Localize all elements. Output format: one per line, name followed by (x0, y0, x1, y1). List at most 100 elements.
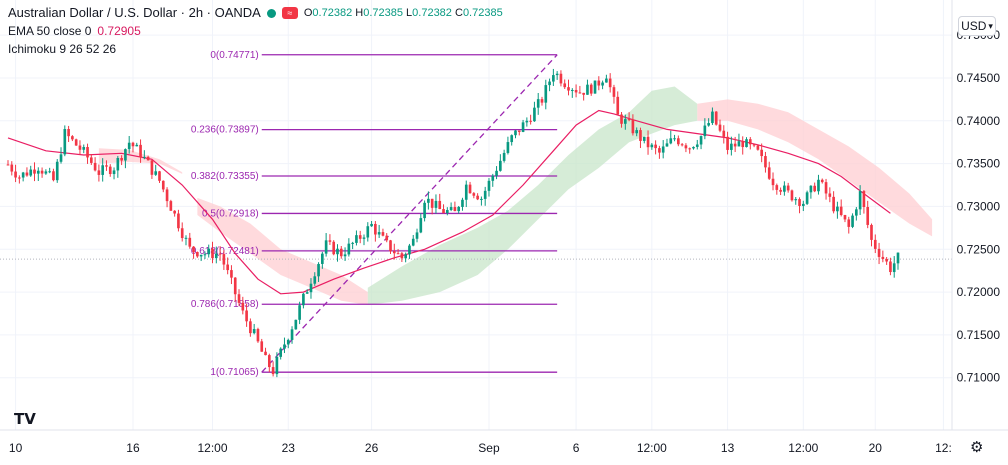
candle-body (855, 209, 858, 216)
fib-level-label: 0.618(0.72481) (191, 246, 259, 257)
ema-legend-row[interactable]: EMA 50 close 0 0.72905 (8, 22, 503, 40)
candle-body (392, 251, 396, 254)
x-tick-label: 12: (935, 441, 952, 455)
candle-body (275, 356, 279, 375)
candle-body (438, 200, 442, 210)
candle-body (843, 215, 847, 220)
candle-body (63, 129, 67, 155)
time-axis[interactable] (0, 430, 1008, 465)
candle-body (108, 166, 112, 175)
candle-body (688, 148, 692, 150)
candle-body (677, 138, 680, 145)
ema-label[interactable]: EMA 50 close 0 (8, 24, 92, 38)
candle-body (332, 241, 336, 255)
candle-body (483, 190, 487, 199)
candle-body (381, 232, 385, 236)
candle-body (252, 329, 256, 334)
candle-body (767, 167, 771, 179)
fib-level-label: 0.236(0.73897) (191, 125, 259, 136)
symbol-row[interactable]: Australian Dollar / U.S. Dollar · 2h · O… (8, 4, 503, 22)
candle-body (813, 185, 817, 192)
candle-body (404, 254, 407, 259)
candle-body (461, 199, 464, 207)
candle-body (321, 253, 324, 264)
x-tick-label: 23 (282, 441, 296, 455)
candle-body (343, 254, 347, 257)
candle-body (396, 253, 400, 255)
ichimoku-label[interactable]: Ichimoku 9 26 52 26 (8, 42, 117, 56)
candle-body (267, 355, 271, 368)
candle-body (764, 156, 767, 168)
candle-body (161, 180, 165, 190)
candle-body (36, 170, 40, 174)
candle-body (150, 160, 154, 175)
candle-body (608, 78, 612, 88)
price-source-badge[interactable]: ≈ (281, 7, 298, 19)
candle-body (192, 246, 195, 253)
candle-body (419, 218, 423, 233)
candle-body (623, 119, 627, 124)
symbol-title[interactable]: Australian Dollar / U.S. Dollar · 2h · O… (8, 5, 261, 20)
candle-body (71, 136, 74, 140)
candle-body (661, 146, 665, 153)
candle-body (400, 253, 404, 259)
candle-body (510, 135, 514, 143)
ohlc-values: O0.72382 H0.72385 L0.72382 C0.72385 (304, 4, 503, 22)
candle-body (495, 170, 498, 176)
price-axis[interactable] (952, 0, 1008, 430)
candle-body (283, 344, 286, 349)
candle-body (457, 206, 461, 212)
candle-body (101, 165, 105, 175)
candle-body (586, 84, 589, 95)
candle-body (358, 235, 362, 239)
gear-icon[interactable]: ⚙ (970, 439, 984, 456)
candle-body (40, 170, 44, 174)
candle-body (552, 75, 555, 82)
candle-body (665, 143, 669, 147)
candle-body (328, 240, 332, 242)
candle-body (93, 162, 97, 171)
chart-legend: Australian Dollar / U.S. Dollar · 2h · O… (8, 4, 503, 58)
y-tick-label: 0.72000 (957, 285, 1001, 299)
candle-body (139, 144, 142, 158)
candle-body (718, 124, 722, 131)
ichimoku-legend-row[interactable]: Ichimoku 9 26 52 26 (8, 40, 503, 58)
candle-body (828, 193, 832, 197)
x-tick-label: 10 (9, 441, 23, 455)
candle-body (351, 242, 354, 244)
candle-body (14, 171, 17, 178)
candle-body (881, 256, 885, 259)
tradingview-logo[interactable]: TV (14, 410, 36, 428)
currency-select-button[interactable]: USD ▾ (958, 16, 996, 36)
candle-body (836, 206, 839, 212)
candle-body (548, 81, 551, 86)
candle-body (116, 157, 120, 171)
candle-body (684, 145, 688, 149)
candle-body (146, 156, 150, 161)
candle-body (752, 144, 756, 146)
candle-body (127, 142, 131, 150)
candle-body (389, 240, 392, 252)
candle-body (805, 192, 809, 204)
candlesticks (6, 68, 900, 378)
candle-body (112, 170, 116, 175)
candle-body (730, 143, 733, 150)
candle-body (733, 143, 737, 147)
candle-body (820, 179, 824, 183)
candle-body (355, 235, 358, 243)
candle-body (748, 139, 752, 145)
candle-body (78, 145, 82, 150)
candle-body (82, 147, 86, 150)
candle-body (555, 73, 559, 76)
candle-body (305, 292, 309, 294)
candle-body (480, 198, 483, 200)
candle-body (699, 136, 703, 145)
candle-body (313, 276, 317, 284)
candle-body (339, 248, 343, 257)
fibonacci-retracement[interactable]: 0(0.74771) 0.236(0.73897) 0.382(0.73355) 0.… (191, 50, 558, 378)
candle-body (264, 351, 267, 356)
candle-body (105, 165, 108, 167)
candle-body (851, 215, 854, 227)
